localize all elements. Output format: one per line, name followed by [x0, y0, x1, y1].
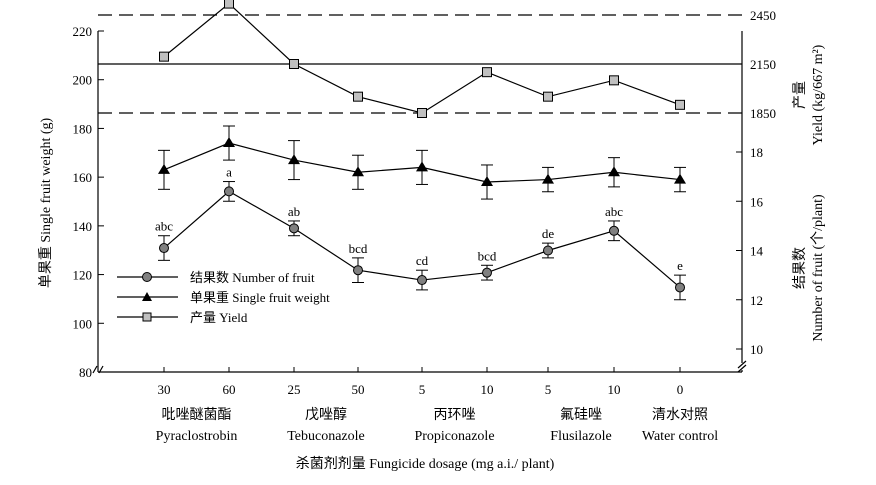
x-tick-label: 5: [545, 382, 552, 397]
fruit-point: [417, 275, 427, 286]
legend: 结果数 Number of fruit 单果重 Single fruit wei…: [117, 270, 330, 325]
fruit-point: [482, 267, 492, 278]
right-yield-tick-label: 2450: [750, 8, 776, 23]
yield-point: [609, 75, 619, 86]
legend-yield-marker: [142, 312, 152, 322]
group-label-en: Flusilazole: [550, 429, 611, 444]
fruit-point: [675, 282, 685, 293]
group-label-en: Tebuconazole: [287, 429, 365, 444]
group-label-zh: 清水对照: [652, 407, 708, 423]
yield-point: [675, 99, 685, 110]
significance-label: cd: [416, 253, 429, 268]
weight-point: [542, 173, 554, 184]
x-tick-label: 10: [481, 382, 494, 397]
significance-label: a: [226, 165, 232, 180]
left-tick-label: 100: [73, 316, 93, 331]
left-tick-label: 120: [73, 268, 93, 283]
right-axis-title-yield-zh: 产量: [792, 81, 808, 109]
fruit-point: [543, 245, 553, 256]
group-label-zh: 丙环唑: [434, 407, 476, 423]
significance-label: bcd: [478, 248, 497, 263]
weight-point: [158, 163, 170, 174]
left-tick-label: 180: [73, 121, 93, 136]
significance-label: abc: [155, 219, 173, 234]
yield-point: [543, 91, 553, 102]
weight-point: [608, 166, 620, 177]
group-label-en: Propiconazole: [414, 429, 494, 444]
fruit-point: [289, 223, 299, 234]
x-tick-label: 60: [223, 382, 236, 397]
axis-break-right: [737, 360, 747, 373]
right-fruit-tick-label: 12: [750, 293, 763, 308]
significance-label: ab: [288, 204, 300, 219]
legend-fruit-marker: [142, 272, 152, 282]
group-label-zh: 吡唑醚菌酯: [162, 407, 232, 423]
yield-point: [417, 108, 427, 118]
x-tick-label: 5: [419, 382, 426, 397]
x-tick-label: 10: [608, 382, 621, 397]
right-fruit-tick-label: 16: [750, 194, 764, 209]
group-label-zh: 氟硅唑: [560, 407, 602, 423]
left-tick-label: 160: [73, 170, 93, 185]
left-axis-title: 单果重 Single fruit weight (g): [38, 118, 54, 289]
weight-point: [416, 161, 428, 172]
yield-point: [289, 59, 299, 69]
yield-series-line: [163, 2, 681, 114]
fruit-point: [224, 186, 234, 197]
yield-point: [224, 0, 234, 9]
yield-point: [482, 67, 492, 78]
right-fruit-tick-label: 14: [750, 244, 764, 259]
significance-label: e: [677, 258, 683, 273]
x-tick-label: 30: [158, 382, 171, 397]
significance-label: de: [542, 226, 555, 241]
weight-point: [352, 166, 364, 177]
weight-point: [481, 176, 493, 187]
right-yield-tick-label: 2150: [750, 57, 776, 72]
significance-label: bcd: [349, 241, 368, 256]
right-fruit-tick-label: 10: [750, 342, 763, 357]
left-tick-label: 220: [73, 24, 93, 39]
right-axis-title-fruit-en: Number of fruit (个/plant): [810, 194, 826, 342]
right-yield-tick-label: 1850: [750, 106, 776, 121]
significance-label: abc: [605, 204, 623, 219]
legend-weight-label: 单果重 Single fruit weight: [190, 290, 330, 305]
x-tick-label: 25: [288, 382, 301, 397]
x-tick-label: 0: [677, 382, 684, 397]
legend-weight-marker: [142, 292, 152, 301]
weight-point: [674, 173, 686, 184]
right-fruit-tick-label: 18: [750, 145, 763, 160]
group-label-zh: 戊唑醇: [305, 406, 347, 423]
yield-point: [353, 91, 363, 102]
legend-yield-label: 产量 Yield: [190, 310, 248, 325]
group-label-en: Pyraclostrobin: [156, 429, 238, 444]
x-axis-title: 杀菌剂剂量 Fungicide dosage (mg a.i./ plant): [296, 456, 555, 472]
left-tick-label: 200: [73, 73, 93, 88]
left-tick-label: 140: [73, 219, 93, 234]
fruit-point: [353, 265, 363, 276]
fruit-point: [609, 225, 619, 236]
fruit-point: [159, 243, 169, 254]
yield-point: [159, 51, 169, 62]
right-axis-title-fruit-zh: 结果数: [792, 247, 808, 289]
weight-point: [223, 137, 235, 148]
left-tick-label: 80: [79, 365, 92, 380]
weight-point: [288, 154, 300, 165]
right-axis-title-yield-en: Yield (kg/667 m²): [811, 44, 826, 145]
x-tick-label: 50: [352, 382, 365, 397]
group-label-en: Water control: [642, 429, 718, 444]
legend-fruit-label: 结果数 Number of fruit: [190, 270, 315, 285]
